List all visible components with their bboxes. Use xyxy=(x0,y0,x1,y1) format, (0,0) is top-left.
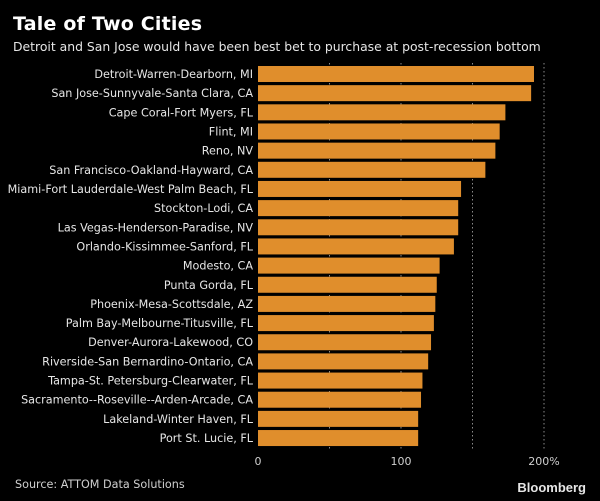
category-label: San Jose-Sunnyvale-Santa Clara, CA xyxy=(51,87,253,100)
bar xyxy=(258,372,423,389)
category-label: Sacramento--Roseville--Arden-Arcade, CA xyxy=(21,394,253,407)
category-label: Miami-Fort Lauderdale-West Palm Beach, F… xyxy=(8,183,254,196)
category-label: Tampa-St. Petersburg-Clearwater, FL xyxy=(47,375,254,388)
category-label: Lakeland-Winter Haven, FL xyxy=(103,413,254,426)
x-tick-label: 200% xyxy=(528,455,559,468)
bar xyxy=(258,104,506,121)
x-axis-ticks: 0 100 200% xyxy=(255,455,560,468)
category-labels: Detroit-Warren-Dearborn, MI San Jose-Sunn… xyxy=(8,68,254,445)
x-tick-label: 0 xyxy=(255,455,262,468)
category-label: Orlando-Kissimmee-Sanford, FL xyxy=(76,240,253,253)
bar xyxy=(258,142,496,159)
category-label: Port St. Lucie, FL xyxy=(160,432,254,445)
bar xyxy=(258,200,459,217)
category-label: Las Vegas-Henderson-Paradise, NV xyxy=(58,221,254,234)
category-label: San Francisco-Oakland-Hayward, CA xyxy=(49,164,253,177)
category-label: Phoenix-Mesa-Scottsdale, AZ xyxy=(90,298,253,311)
category-label: Cape Coral-Fort Myers, FL xyxy=(109,106,254,119)
bars xyxy=(258,66,534,447)
bar xyxy=(258,161,486,178)
bar xyxy=(258,66,534,82)
category-label: Riverside-San Bernardino-Ontario, CA xyxy=(42,355,253,368)
bar xyxy=(258,410,419,427)
x-tick-label: 100 xyxy=(391,455,412,468)
bar xyxy=(258,238,454,255)
category-label: Denver-Aurora-Lakewood, CO xyxy=(88,336,253,349)
bar xyxy=(258,334,432,351)
chart-subtitle: Detroit and San Jose would have been bes… xyxy=(13,39,541,54)
category-label: Palm Bay-Melbourne-Titusville, FL xyxy=(66,317,254,330)
bar xyxy=(258,123,500,140)
bar xyxy=(258,85,532,102)
bar xyxy=(258,295,436,312)
bar xyxy=(258,180,462,197)
bar xyxy=(258,276,437,293)
chart-title: Tale of Two Cities xyxy=(13,13,203,35)
bar xyxy=(258,353,429,370)
category-label: Detroit-Warren-Dearborn, MI xyxy=(94,68,253,81)
source-note: Source: ATTOM Data Solutions xyxy=(15,478,185,491)
bar xyxy=(258,391,422,408)
bar xyxy=(258,219,459,236)
bar xyxy=(258,315,434,332)
category-label: Reno, NV xyxy=(202,145,254,158)
category-label: Modesto, CA xyxy=(183,260,253,273)
category-label: Flint, MI xyxy=(209,125,253,138)
bloomberg-logo: Bloomberg xyxy=(517,480,586,495)
bar xyxy=(258,430,419,447)
bar xyxy=(258,257,440,274)
category-label: Stockton-Lodi, CA xyxy=(154,202,253,215)
category-label: Punta Gorda, FL xyxy=(164,279,254,292)
